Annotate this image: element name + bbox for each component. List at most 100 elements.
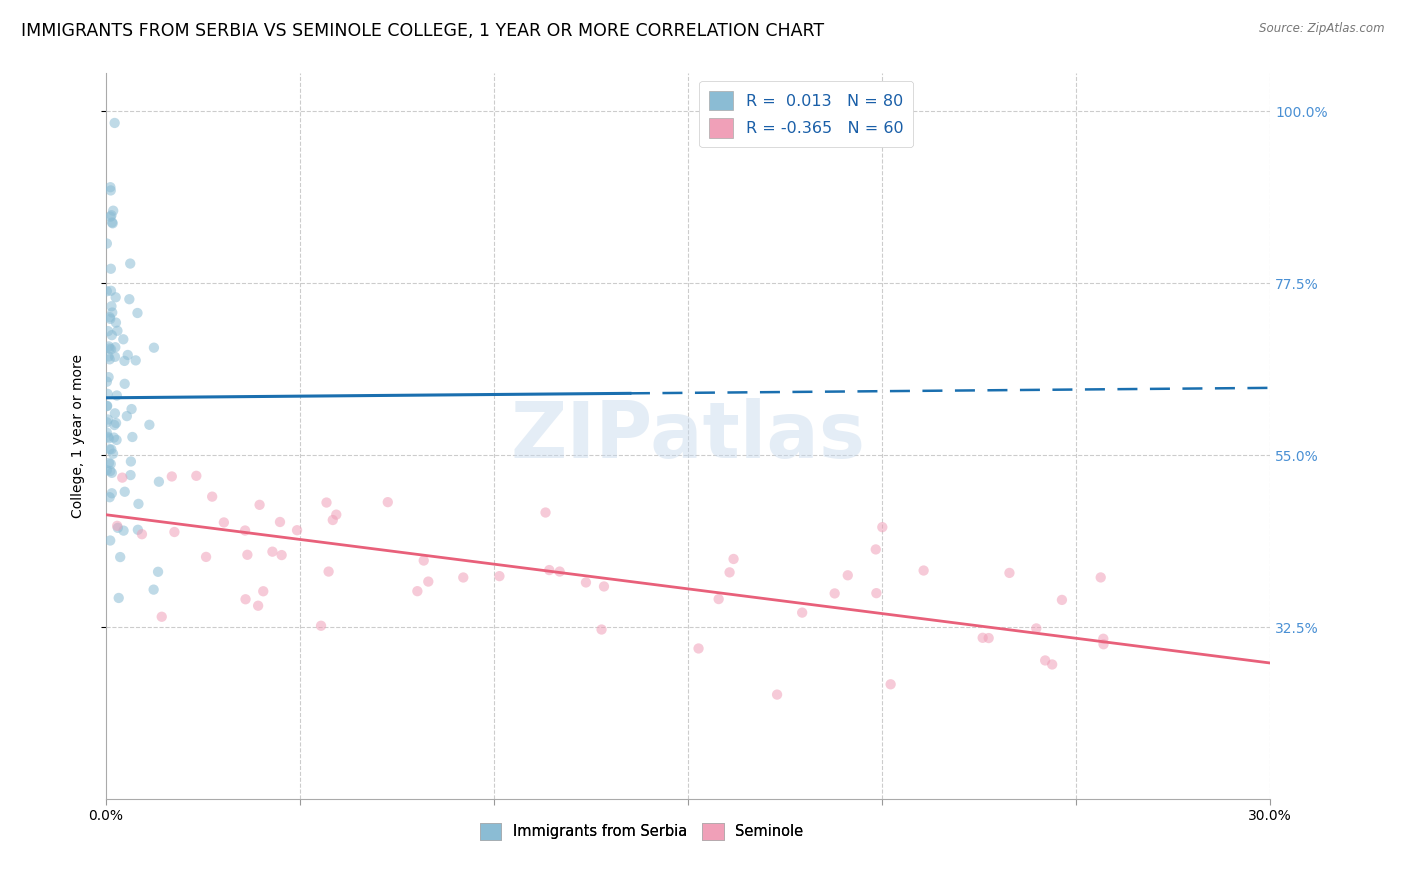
Point — [100, 284, 122, 298]
Point — [96, 425, 118, 440]
Point — [100, 261, 122, 276]
Point — [879, 677, 901, 691]
Point — [105, 433, 128, 447]
Point — [120, 468, 142, 483]
Point — [114, 354, 136, 368]
Point — [104, 350, 127, 364]
Point — [865, 542, 887, 557]
Text: ZIPatlas: ZIPatlas — [510, 398, 866, 474]
Point — [98, 310, 121, 325]
Point — [488, 569, 510, 583]
Point — [707, 592, 730, 607]
Point — [96, 236, 118, 251]
Point — [96, 399, 118, 413]
Point — [104, 406, 127, 420]
Point — [318, 565, 340, 579]
Point — [127, 497, 149, 511]
Point — [98, 533, 121, 548]
Point — [824, 586, 846, 600]
Point — [112, 524, 135, 538]
Point — [98, 490, 121, 504]
Point — [249, 498, 271, 512]
Point — [108, 550, 131, 565]
Point — [1025, 621, 1047, 635]
Point — [101, 447, 124, 461]
Point — [105, 519, 128, 533]
Point — [406, 584, 429, 599]
Point — [98, 352, 121, 367]
Point — [163, 524, 186, 539]
Point — [591, 623, 613, 637]
Point — [1033, 653, 1056, 667]
Point — [285, 523, 308, 537]
Point — [103, 431, 125, 445]
Point — [146, 565, 169, 579]
Point — [322, 513, 344, 527]
Point — [112, 332, 135, 346]
Point — [105, 416, 128, 430]
Point — [125, 353, 148, 368]
Point — [160, 469, 183, 483]
Point — [1090, 570, 1112, 584]
Point — [766, 688, 789, 702]
Point — [186, 468, 208, 483]
Point — [127, 523, 149, 537]
Point — [98, 456, 121, 470]
Point — [97, 350, 120, 364]
Point — [201, 490, 224, 504]
Point — [97, 370, 120, 384]
Point — [97, 412, 120, 426]
Point — [98, 311, 121, 326]
Point — [270, 548, 292, 562]
Point — [100, 343, 122, 357]
Point — [101, 215, 124, 229]
Point — [120, 256, 142, 270]
Point — [315, 495, 337, 509]
Point — [114, 484, 136, 499]
Point — [97, 430, 120, 444]
Point — [107, 521, 129, 535]
Point — [118, 292, 141, 306]
Point — [998, 566, 1021, 580]
Point — [252, 584, 274, 599]
Point — [247, 599, 270, 613]
Legend: Immigrants from Serbia, Seminole: Immigrants from Serbia, Seminole — [474, 817, 810, 847]
Point — [111, 470, 134, 484]
Point — [100, 183, 122, 197]
Point — [103, 203, 125, 218]
Point — [120, 454, 142, 468]
Point — [98, 442, 121, 457]
Point — [418, 574, 440, 589]
Point — [96, 375, 118, 389]
Point — [325, 508, 347, 522]
Point — [104, 116, 127, 130]
Point — [593, 579, 616, 593]
Point — [236, 548, 259, 562]
Point — [96, 416, 118, 430]
Point — [309, 619, 332, 633]
Point — [101, 216, 124, 230]
Point — [233, 524, 256, 538]
Point — [150, 609, 173, 624]
Point — [121, 430, 143, 444]
Point — [718, 566, 741, 580]
Point — [97, 324, 120, 338]
Point — [101, 486, 124, 500]
Point — [872, 520, 894, 534]
Point — [105, 388, 128, 402]
Point — [688, 641, 710, 656]
Point — [127, 306, 149, 320]
Point — [142, 582, 165, 597]
Point — [100, 208, 122, 222]
Point — [837, 568, 859, 582]
Point — [100, 442, 122, 457]
Point — [115, 409, 138, 423]
Point — [453, 570, 475, 584]
Point — [97, 339, 120, 353]
Point — [262, 544, 284, 558]
Point — [377, 495, 399, 509]
Point — [142, 341, 165, 355]
Point — [575, 575, 598, 590]
Point — [121, 402, 143, 417]
Point — [98, 342, 121, 356]
